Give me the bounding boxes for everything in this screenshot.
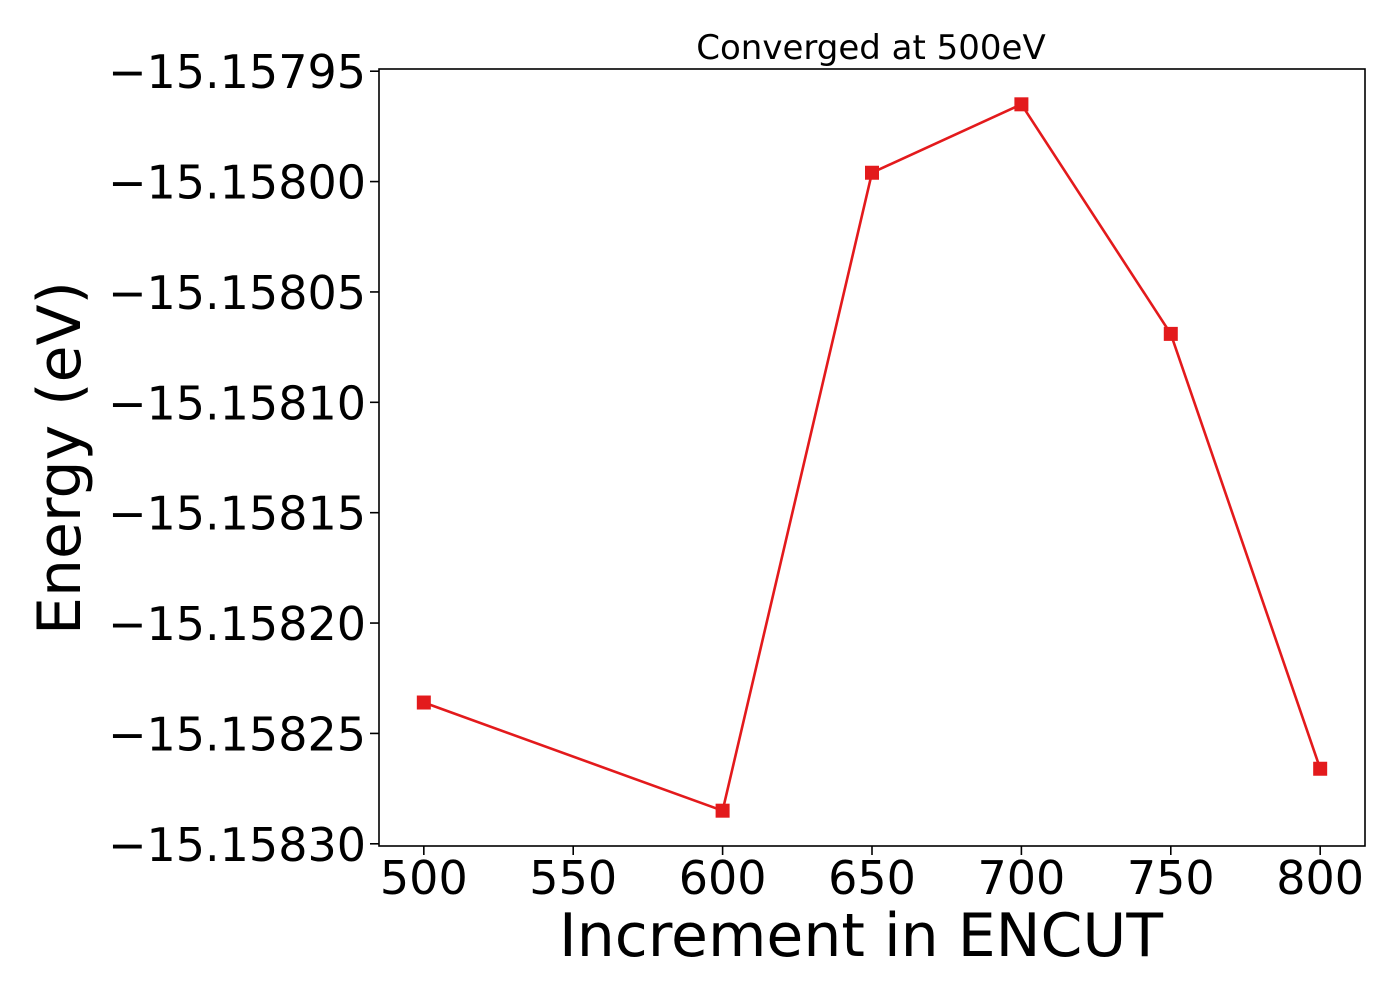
x-axis-label: Increment in ENCUT — [559, 901, 1163, 971]
x-tick-label: 600 — [679, 851, 767, 905]
x-tick-label: 800 — [1276, 851, 1364, 905]
data-point-marker — [865, 165, 879, 180]
y-tick-label: −15.15820 — [108, 597, 366, 651]
y-tick-label: −15.15795 — [108, 45, 366, 99]
x-tick-label: 750 — [1127, 851, 1215, 905]
data-point-marker — [1163, 326, 1178, 341]
data-point-marker — [1313, 761, 1328, 776]
y-tick-label: −15.15815 — [108, 487, 366, 541]
x-tick-label: 700 — [977, 851, 1065, 905]
y-tick-label: −15.15800 — [108, 156, 366, 210]
y-tick-label: −15.15805 — [108, 266, 366, 320]
data-point-marker — [1014, 97, 1029, 112]
y-tick-label: −15.15810 — [108, 376, 366, 430]
data-point-marker — [715, 803, 730, 818]
data-point-marker — [416, 695, 431, 710]
x-tick-label: 500 — [380, 851, 468, 905]
plot-area-frame — [378, 68, 1366, 847]
y-axis: −15.15830 −15.15825 −15.15820 −15.15815 −15.… — [108, 45, 379, 872]
series-layer — [416, 97, 1328, 818]
chart-title: Converged at 500eV — [696, 28, 1045, 68]
y-axis-label: Energy (eV) — [25, 281, 95, 635]
y-tick-label: −15.15830 — [108, 818, 366, 872]
x-axis: 500 550 600 650 700 750 800 — [380, 846, 1364, 905]
x-tick-label: 550 — [529, 851, 617, 905]
y-tick-label: −15.15825 — [108, 707, 366, 761]
x-tick-label: 650 — [828, 851, 916, 905]
series-line — [423, 103, 1322, 813]
